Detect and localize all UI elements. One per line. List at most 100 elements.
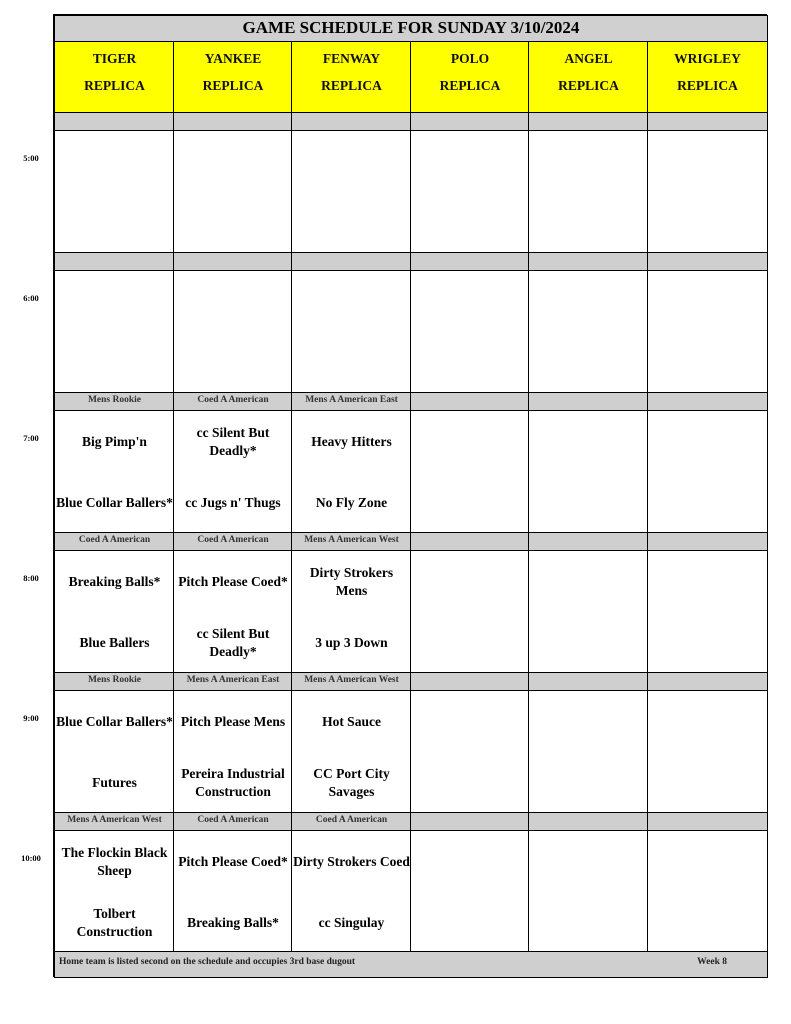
away-team	[411, 140, 529, 184]
division-label	[410, 252, 530, 272]
home-team: cc Jugs n' Thugs	[185, 495, 281, 510]
away-team	[529, 140, 648, 184]
time-label: 9:00	[23, 713, 39, 723]
division-label: Coed A American	[54, 532, 175, 552]
away-team	[411, 280, 529, 324]
game-cell: Dirty Strokers Mens 3 up 3 Down	[291, 550, 412, 673]
division-label	[528, 532, 649, 552]
field-subtitle: REPLICA	[558, 78, 619, 93]
game-cell	[54, 130, 175, 253]
field-subtitle: REPLICA	[677, 78, 738, 93]
division-label: Mens A American West	[54, 812, 175, 832]
game-cell	[647, 550, 768, 673]
game-cell	[291, 130, 412, 253]
division-label	[173, 252, 293, 272]
home-team: Blue Ballers	[79, 635, 150, 650]
division-label	[291, 252, 412, 272]
field-header-tiger: TIGER REPLICA	[54, 41, 175, 113]
field-name: POLO	[450, 51, 490, 66]
page-title: GAME SCHEDULE FOR SUNDAY 3/10/2024	[54, 15, 768, 42]
game-cell	[410, 270, 530, 393]
home-team	[648, 761, 767, 805]
away-team	[529, 700, 648, 744]
game-cell	[54, 270, 175, 393]
home-team: Tolbert Construction	[76, 906, 153, 939]
home-team	[648, 481, 767, 525]
home-team: Breaking Balls*	[187, 915, 279, 930]
footer-note: Home team is listed second on the schedu…	[59, 957, 356, 967]
away-team: Big Pimp'n	[82, 434, 147, 449]
time-label: 7:00	[23, 433, 39, 443]
home-team	[411, 761, 529, 805]
away-team	[648, 420, 767, 464]
game-cell	[173, 270, 293, 393]
field-name: ANGEL	[564, 51, 613, 66]
division-label	[647, 252, 768, 272]
game-cell	[410, 410, 530, 533]
game-cell	[528, 410, 649, 533]
field-header-angel: ANGEL REPLICA	[528, 41, 649, 113]
away-team: Breaking Balls*	[68, 574, 161, 589]
division-label	[410, 812, 530, 832]
home-team	[174, 341, 292, 385]
division-label: Coed A American	[173, 392, 293, 412]
time-label: 6:00	[23, 293, 39, 303]
home-team: Futures	[92, 775, 137, 790]
away-team	[292, 140, 411, 184]
division-label: Mens A American West	[291, 532, 412, 552]
home-team	[529, 761, 648, 805]
away-team	[174, 280, 292, 324]
game-cell: Pitch Please Coed* Breaking Balls*	[173, 830, 293, 953]
game-cell: Heavy Hitters No Fly Zone	[291, 410, 412, 533]
away-team	[55, 140, 174, 184]
away-team: Pitch Please Coed*	[178, 854, 288, 869]
game-cell	[410, 550, 530, 673]
game-cell	[647, 410, 768, 533]
division-label	[647, 812, 768, 832]
home-team	[529, 901, 648, 945]
division-label	[173, 112, 293, 132]
time-label: 5:00	[23, 153, 39, 163]
game-cell: Blue Collar Ballers* Futures	[54, 690, 175, 813]
week-label: Week 8	[697, 957, 727, 967]
home-team	[648, 901, 767, 945]
away-team	[648, 140, 767, 184]
home-team	[292, 201, 411, 245]
time-label: 10:00	[21, 853, 41, 863]
field-name: WRIGLEY	[674, 51, 741, 66]
away-team	[648, 700, 767, 744]
field-header-fenway: FENWAY REPLICA	[291, 41, 412, 113]
home-team	[648, 341, 767, 385]
home-team: cc Singulay	[318, 915, 385, 930]
away-team	[174, 140, 292, 184]
division-label: Mens A American East	[291, 392, 412, 412]
game-cell: Big Pimp'n Blue Collar Ballers*	[54, 410, 175, 533]
game-cell: Dirty Strokers Coed cc Singulay	[291, 830, 412, 953]
away-team	[529, 420, 648, 464]
division-label: Mens A American East	[173, 672, 293, 692]
home-team	[174, 201, 292, 245]
game-cell	[647, 830, 768, 953]
game-cell	[528, 270, 649, 393]
home-team	[648, 621, 767, 665]
away-team: Hot Sauce	[322, 714, 381, 729]
field-header-polo: POLO REPLICA	[410, 41, 530, 113]
division-label	[54, 252, 175, 272]
away-team: Dirty Strokers Coed	[293, 854, 410, 869]
home-team: No Fly Zone	[315, 495, 388, 510]
game-cell	[647, 130, 768, 253]
game-cell: cc Silent But Deadly* cc Jugs n' Thugs	[173, 410, 293, 533]
game-cell: Breaking Balls* Blue Ballers	[54, 550, 175, 673]
game-cell	[291, 270, 412, 393]
away-team: Dirty Strokers Mens	[309, 565, 394, 598]
game-cell	[528, 690, 649, 813]
field-subtitle: REPLICA	[321, 78, 382, 93]
division-label	[647, 532, 768, 552]
division-label: Mens A American West	[291, 672, 412, 692]
division-label	[647, 672, 768, 692]
game-cell	[528, 830, 649, 953]
away-team: The Flockin Black Sheep	[61, 845, 168, 878]
home-team	[529, 201, 648, 245]
field-subtitle: REPLICA	[84, 78, 145, 93]
home-team: cc Silent But Deadly*	[196, 626, 270, 659]
